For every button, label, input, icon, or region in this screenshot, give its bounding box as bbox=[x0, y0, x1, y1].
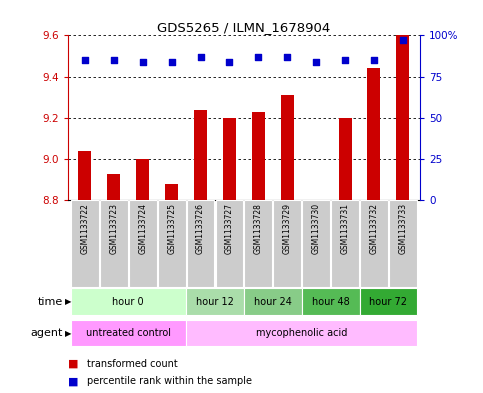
Point bbox=[197, 54, 204, 60]
Text: hour 12: hour 12 bbox=[196, 297, 234, 307]
Point bbox=[255, 54, 262, 60]
Point bbox=[399, 37, 407, 44]
Text: ■: ■ bbox=[68, 376, 78, 386]
Bar bbox=[389, 200, 417, 287]
Text: GSM1133733: GSM1133733 bbox=[398, 203, 407, 254]
Bar bbox=[165, 184, 178, 200]
Bar bbox=[186, 288, 244, 315]
Bar bbox=[359, 288, 417, 315]
Text: GSM1133732: GSM1133732 bbox=[369, 203, 379, 254]
Text: ▶: ▶ bbox=[65, 297, 71, 306]
Bar bbox=[136, 159, 149, 200]
Bar bbox=[78, 151, 91, 200]
Bar bbox=[158, 200, 185, 287]
Bar bbox=[252, 112, 265, 200]
Bar bbox=[281, 95, 294, 200]
Bar bbox=[360, 200, 388, 287]
Text: hour 0: hour 0 bbox=[113, 297, 144, 307]
Bar bbox=[223, 118, 236, 200]
Bar bbox=[186, 320, 417, 346]
Bar bbox=[187, 200, 214, 287]
Bar bbox=[100, 200, 128, 287]
Bar bbox=[71, 200, 99, 287]
Text: ▶: ▶ bbox=[65, 329, 71, 338]
Text: hour 72: hour 72 bbox=[369, 297, 408, 307]
Bar bbox=[302, 200, 330, 287]
Bar bbox=[302, 288, 359, 315]
Point bbox=[341, 57, 349, 63]
Text: agent: agent bbox=[30, 328, 63, 338]
Text: GSM1133727: GSM1133727 bbox=[225, 203, 234, 254]
Bar bbox=[71, 320, 186, 346]
Text: GSM1133726: GSM1133726 bbox=[196, 203, 205, 254]
Point bbox=[313, 59, 320, 65]
Text: GSM1133730: GSM1133730 bbox=[312, 203, 321, 254]
Text: hour 24: hour 24 bbox=[254, 297, 292, 307]
Bar bbox=[339, 118, 352, 200]
Bar bbox=[129, 200, 156, 287]
Bar bbox=[71, 288, 186, 315]
Text: GSM1133731: GSM1133731 bbox=[341, 203, 350, 254]
Text: hour 48: hour 48 bbox=[312, 297, 350, 307]
Title: GDS5265 / ILMN_1678904: GDS5265 / ILMN_1678904 bbox=[157, 21, 330, 34]
Text: transformed count: transformed count bbox=[87, 358, 178, 369]
Text: GSM1133729: GSM1133729 bbox=[283, 203, 292, 254]
Text: mycophenolic acid: mycophenolic acid bbox=[256, 328, 347, 338]
Text: time: time bbox=[38, 297, 63, 307]
Bar bbox=[397, 35, 410, 200]
Text: GSM1133723: GSM1133723 bbox=[109, 203, 118, 254]
Point bbox=[168, 59, 175, 65]
Point bbox=[139, 59, 147, 65]
Bar bbox=[273, 200, 301, 287]
Bar bbox=[244, 200, 272, 287]
Point bbox=[110, 57, 118, 63]
Point bbox=[226, 59, 233, 65]
Text: ■: ■ bbox=[68, 358, 78, 369]
Text: GSM1133725: GSM1133725 bbox=[167, 203, 176, 254]
Bar bbox=[107, 174, 120, 200]
Point bbox=[370, 57, 378, 63]
Bar bbox=[368, 68, 381, 200]
Bar bbox=[215, 200, 243, 287]
Bar bbox=[331, 200, 359, 287]
Text: percentile rank within the sample: percentile rank within the sample bbox=[87, 376, 252, 386]
Text: GSM1133722: GSM1133722 bbox=[81, 203, 89, 254]
Text: untreated control: untreated control bbox=[86, 328, 171, 338]
Text: GSM1133724: GSM1133724 bbox=[138, 203, 147, 254]
Bar bbox=[244, 288, 302, 315]
Point bbox=[284, 54, 291, 60]
Text: GSM1133728: GSM1133728 bbox=[254, 203, 263, 254]
Point bbox=[81, 57, 89, 63]
Bar bbox=[194, 110, 207, 200]
